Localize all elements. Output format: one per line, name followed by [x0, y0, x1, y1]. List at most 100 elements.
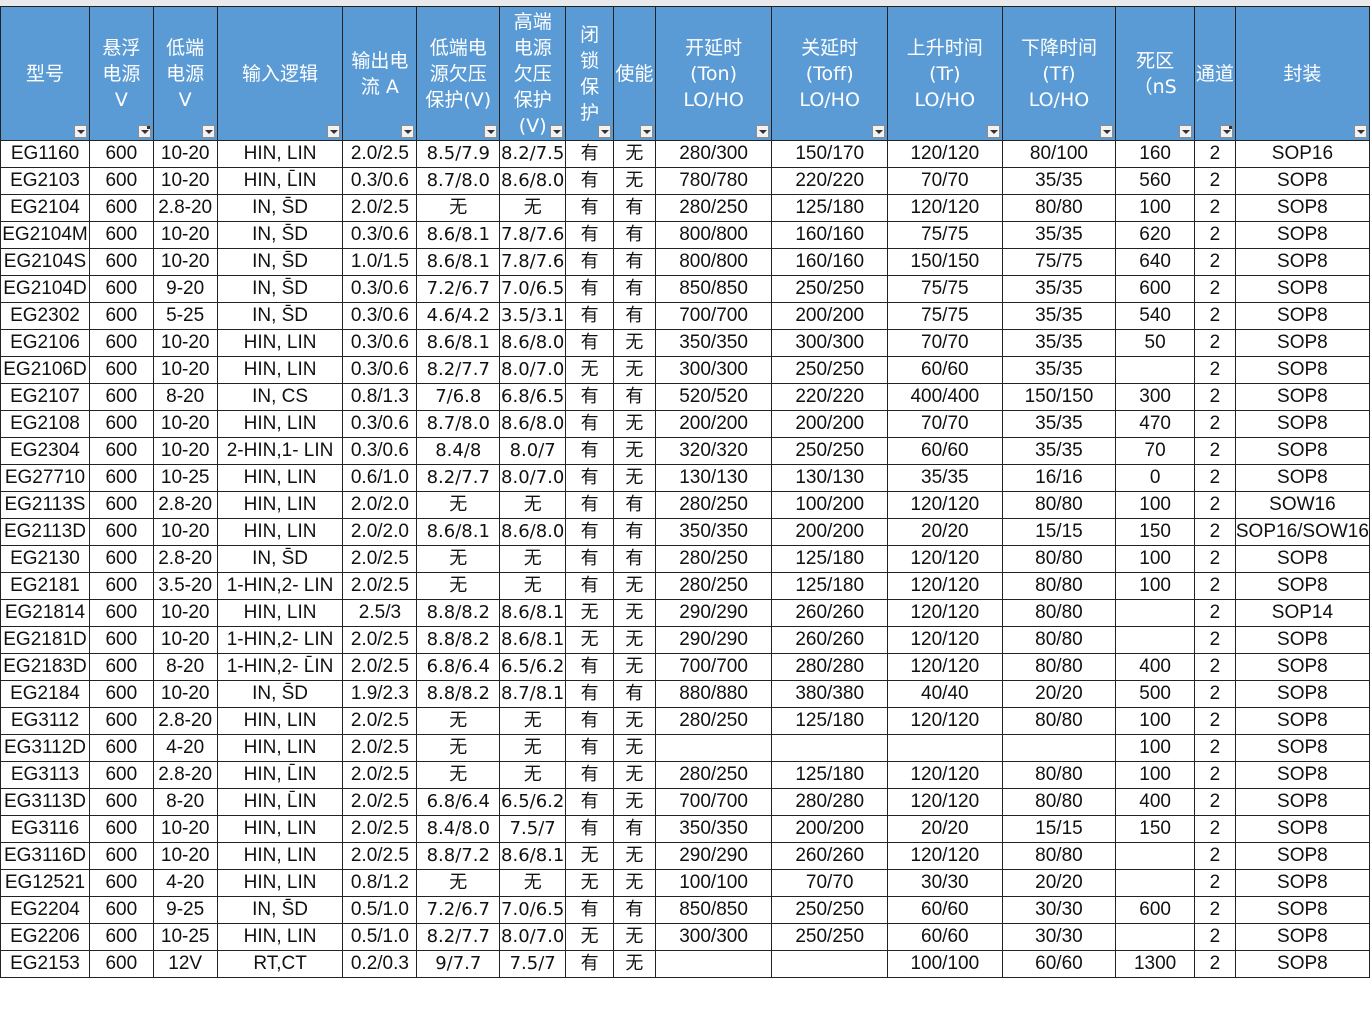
table-cell[interactable]: 有	[612, 221, 656, 249]
table-cell[interactable]: 120/120	[887, 194, 1003, 222]
table-cell[interactable]: EG2153	[0, 950, 90, 978]
table-cell[interactable]: IN, S̄D	[216, 545, 344, 573]
table-cell[interactable]: EG2130	[0, 545, 90, 573]
table-cell[interactable]: 8.6/8.1	[416, 248, 501, 276]
table-cell[interactable]: 有	[612, 680, 656, 708]
table-cell[interactable]: 8.6/8.1	[416, 329, 501, 357]
table-cell[interactable]: 7.2/6.7	[416, 896, 501, 924]
table-cell[interactable]: SOP8	[1234, 275, 1370, 303]
table-cell[interactable]: 260/260	[771, 626, 888, 654]
table-cell[interactable]: 0.2/0.3	[342, 950, 418, 978]
table-cell[interactable]: HIN, LIN	[216, 923, 344, 951]
table-cell[interactable]: 130/130	[771, 464, 888, 492]
table-cell[interactable]: 600	[88, 923, 154, 951]
table-cell[interactable]: 600	[88, 221, 154, 249]
table-cell[interactable]	[771, 734, 888, 762]
table-cell[interactable]: 280/250	[654, 194, 773, 222]
table-cell[interactable]: EG2104D	[0, 275, 90, 303]
table-cell[interactable]: HIN, LIN	[216, 356, 344, 384]
table-cell[interactable]: 有	[565, 329, 614, 357]
table-cell[interactable]: 120/120	[887, 599, 1003, 627]
table-cell[interactable]: 290/290	[654, 842, 773, 870]
table-cell[interactable]: 600	[88, 329, 154, 357]
table-cell[interactable]: 125/180	[771, 545, 888, 573]
table-cell[interactable]: 无	[565, 842, 614, 870]
table-cell[interactable]: 8.5/7.9	[416, 140, 501, 168]
filter-dropdown-icon[interactable]	[401, 125, 415, 138]
table-cell[interactable]: 7.5/7	[499, 950, 567, 978]
table-cell[interactable]: 10-20	[152, 437, 218, 465]
table-cell[interactable]: 600	[88, 464, 154, 492]
table-cell[interactable]: 2.0/2.5	[342, 140, 418, 168]
table-cell[interactable]: 8.6/8.0	[499, 329, 567, 357]
table-cell[interactable]: EG2183D	[0, 653, 90, 681]
table-cell[interactable]: SOP14	[1234, 599, 1370, 627]
table-cell[interactable]: 20/20	[1001, 680, 1117, 708]
table-cell[interactable]: 70/70	[771, 869, 888, 897]
table-cell[interactable]: 280/280	[771, 788, 888, 816]
table-cell[interactable]: 1.0/1.5	[342, 248, 418, 276]
table-cell[interactable]: 有	[565, 275, 614, 303]
table-cell[interactable]: IN, S̄D	[216, 896, 344, 924]
table-cell[interactable]: 220/220	[771, 167, 888, 195]
filter-dropdown-icon[interactable]	[201, 125, 215, 138]
table-cell[interactable]: 3.5/3.1	[499, 302, 567, 330]
table-cell[interactable]: 2	[1193, 761, 1236, 789]
table-cell[interactable]: 200/200	[771, 518, 888, 546]
column-header[interactable]: 悬浮 电源 V	[88, 6, 154, 141]
table-cell[interactable]: 7.0/6.5	[499, 275, 567, 303]
table-cell[interactable]: 120/120	[887, 626, 1003, 654]
table-cell[interactable]: 2.0/2.5	[342, 194, 418, 222]
table-cell[interactable]: 350/350	[654, 329, 773, 357]
table-cell[interactable]: SOP8	[1234, 707, 1370, 735]
table-cell[interactable]: 350/350	[654, 518, 773, 546]
table-cell[interactable]: 无	[416, 545, 501, 573]
table-cell[interactable]: 8.2/7.7	[416, 923, 501, 951]
table-cell[interactable]	[1115, 626, 1195, 654]
table-cell[interactable]: 2	[1193, 194, 1236, 222]
table-cell[interactable]: 250/250	[771, 923, 888, 951]
table-cell[interactable]: 100	[1115, 734, 1195, 762]
filter-dropdown-icon[interactable]	[550, 125, 564, 138]
table-cell[interactable]: 有	[612, 815, 656, 843]
table-cell[interactable]: 400/400	[887, 383, 1003, 411]
table-cell[interactable]: 7/6.8	[416, 383, 501, 411]
table-cell[interactable]: 600	[88, 626, 154, 654]
table-cell[interactable]: 12V	[152, 950, 218, 978]
table-cell[interactable]: 100/200	[771, 491, 888, 519]
table-cell[interactable]: 80/80	[1001, 788, 1117, 816]
table-cell[interactable]: 150	[1115, 815, 1195, 843]
table-cell[interactable]: 600	[88, 680, 154, 708]
table-cell[interactable]: 280/250	[654, 545, 773, 573]
table-cell[interactable]: SOP8	[1234, 923, 1370, 951]
table-cell[interactable]: 8.6/8.1	[499, 842, 567, 870]
table-cell[interactable]: HIN, LIN	[216, 410, 344, 438]
table-cell[interactable]: 2	[1193, 626, 1236, 654]
table-cell[interactable]: 无	[612, 923, 656, 951]
column-header[interactable]: 死区（nS	[1115, 6, 1195, 141]
table-cell[interactable]: 880/880	[654, 680, 773, 708]
table-cell[interactable]: 无	[612, 626, 656, 654]
table-cell[interactable]: 35/35	[1001, 329, 1117, 357]
table-cell[interactable]: 600	[88, 761, 154, 789]
table-cell[interactable]: 1-HIN,2- LIN	[216, 572, 344, 600]
table-cell[interactable]: 10-20	[152, 599, 218, 627]
table-cell[interactable]: 2	[1193, 923, 1236, 951]
table-cell[interactable]: 有	[565, 437, 614, 465]
table-cell[interactable]: 80/80	[1001, 707, 1117, 735]
table-cell[interactable]: HIN, L̄IN	[216, 761, 344, 789]
table-cell[interactable]: 2.0/2.5	[342, 545, 418, 573]
table-cell[interactable]: 8.8/8.2	[416, 626, 501, 654]
table-cell[interactable]: 150/150	[1001, 383, 1117, 411]
column-header[interactable]: 输入逻辑	[216, 6, 344, 141]
table-cell[interactable]: 8.7/8.1	[499, 680, 567, 708]
table-cell[interactable]: SOP8	[1234, 680, 1370, 708]
table-cell[interactable]: 2	[1193, 788, 1236, 816]
table-cell[interactable]: EG3116	[0, 815, 90, 843]
table-cell[interactable]: 有	[565, 464, 614, 492]
table-cell[interactable]: SOP8	[1234, 869, 1370, 897]
table-cell[interactable]: 有	[565, 761, 614, 789]
table-cell[interactable]: 无	[499, 761, 567, 789]
table-cell[interactable]: 300/300	[654, 923, 773, 951]
table-cell[interactable]: 35/35	[1001, 275, 1117, 303]
